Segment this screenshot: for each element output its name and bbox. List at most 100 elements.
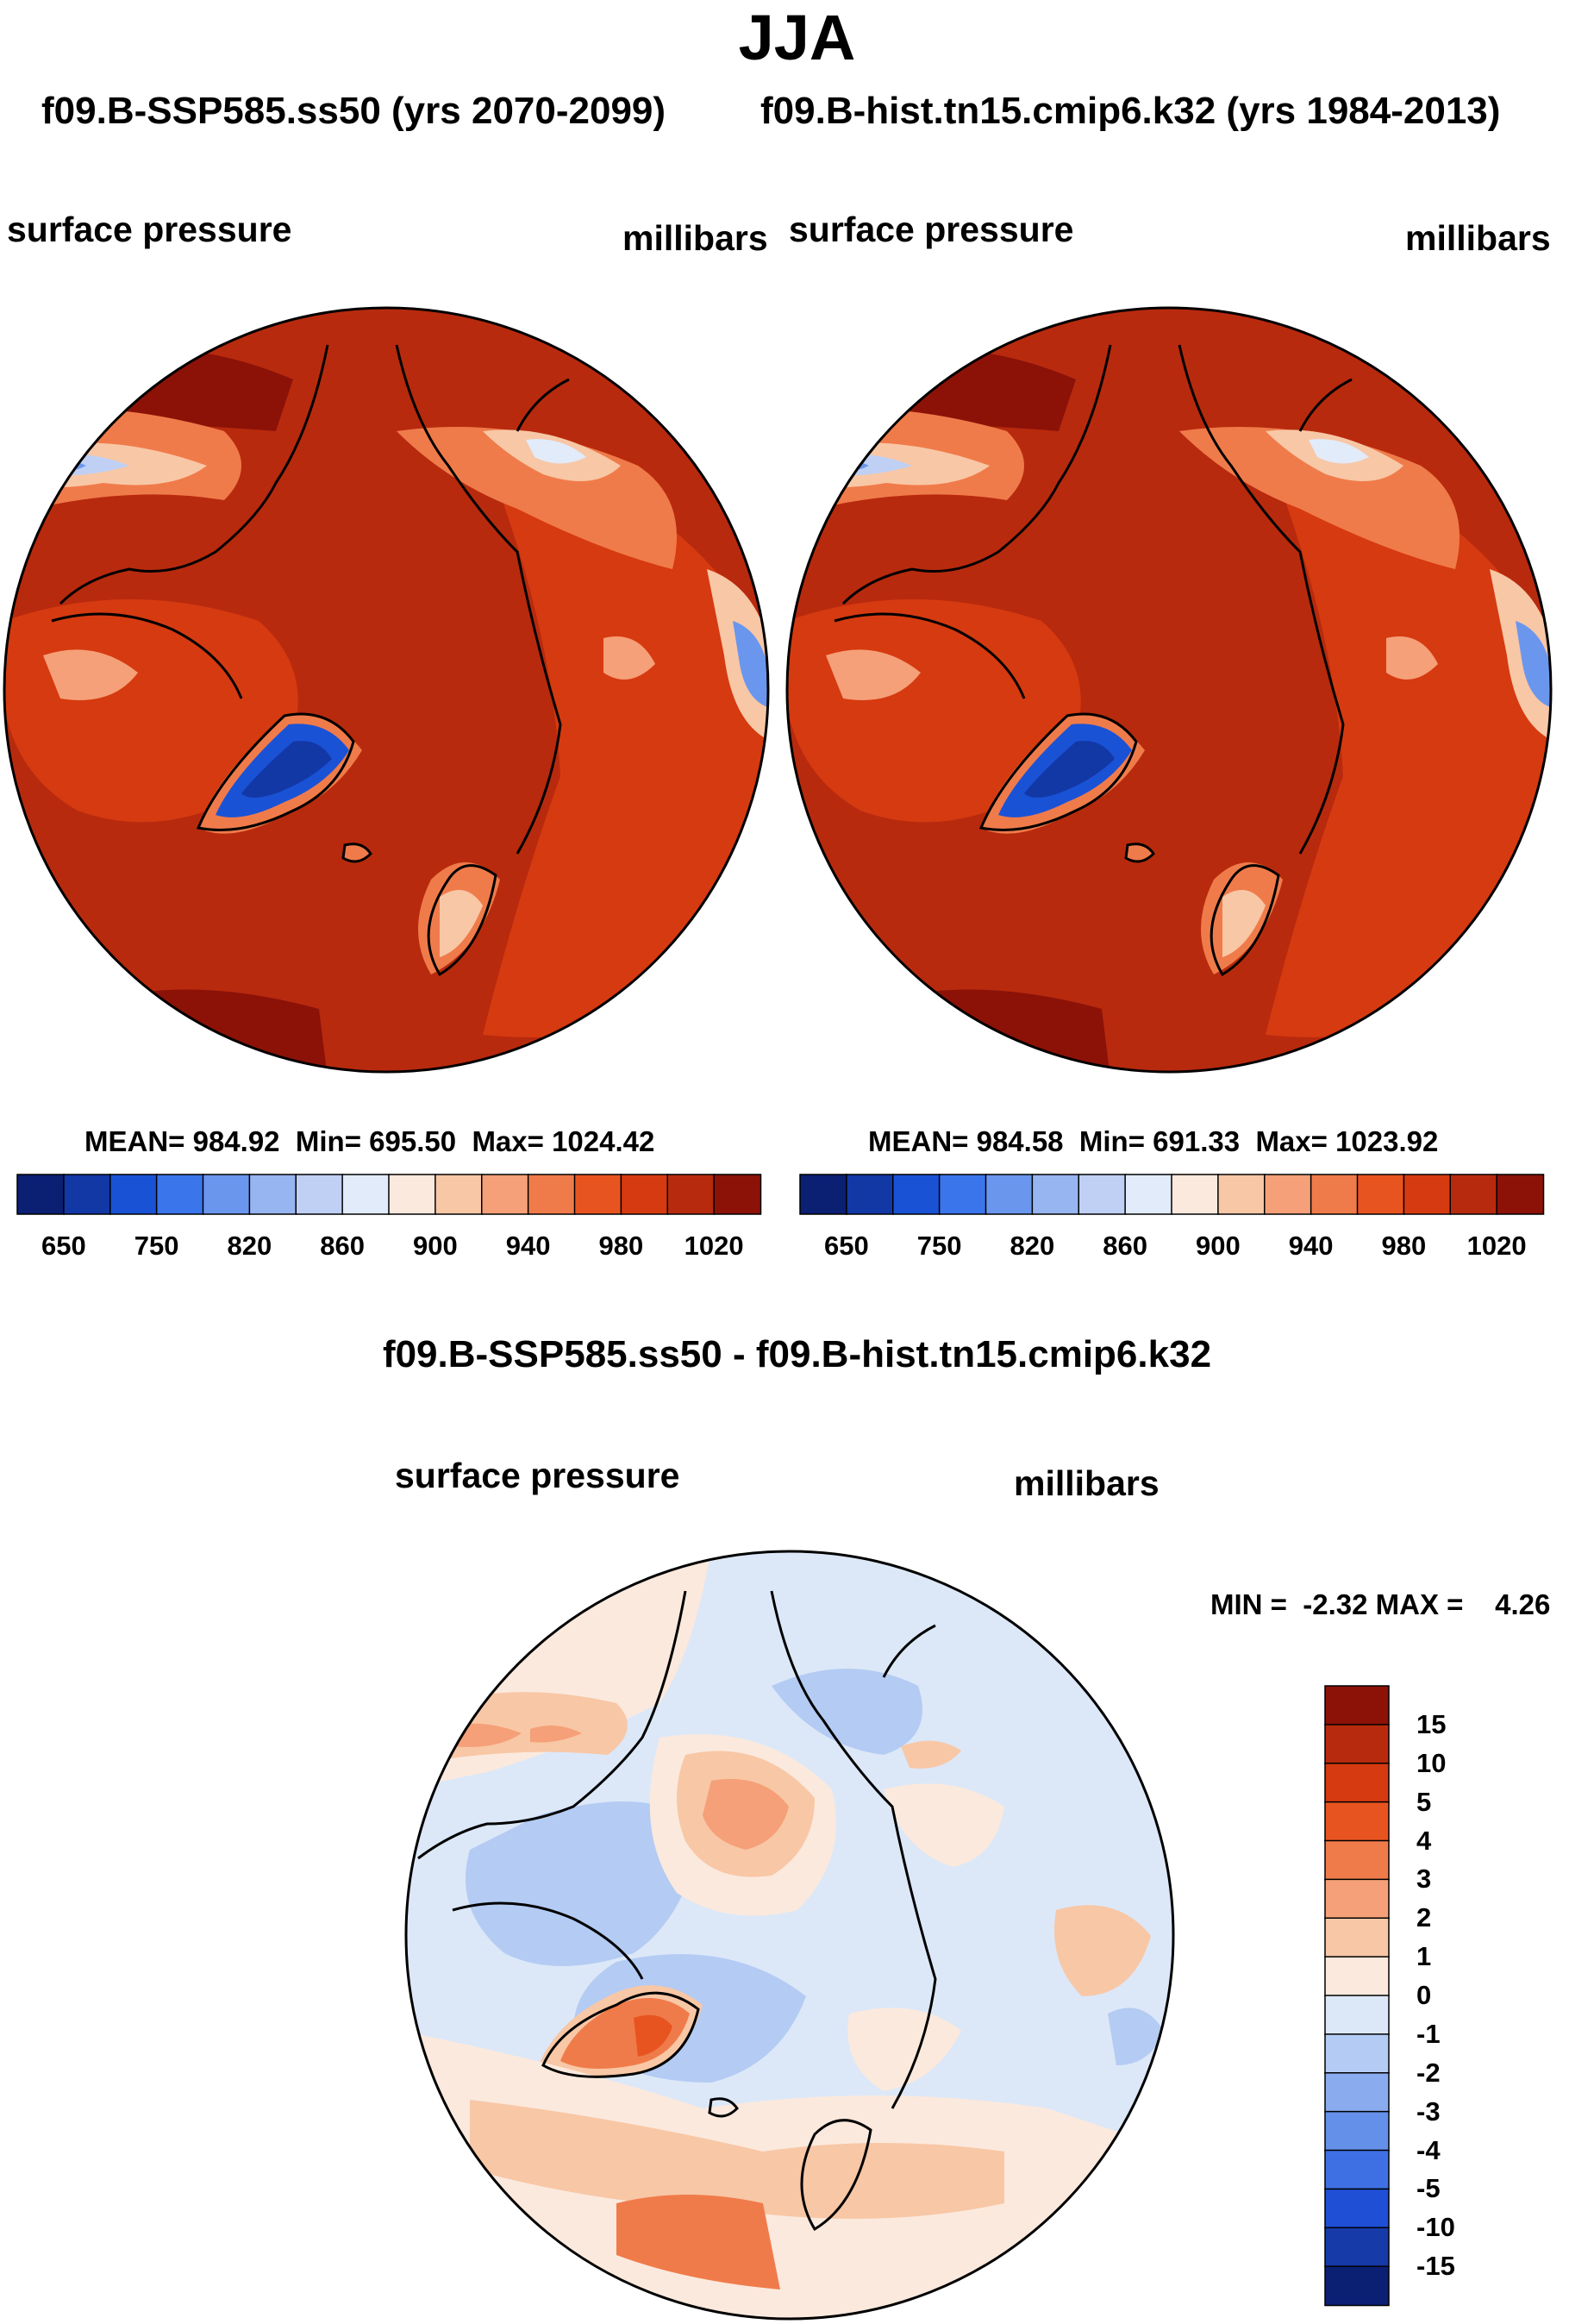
future-colorbar-tick-label: 980 [598, 1231, 644, 1261]
future-colorbar-box-12 [573, 1174, 622, 1215]
difference-colorbar-box-11 [1324, 2110, 1390, 2152]
future-colorbar-box-4 [202, 1174, 251, 1215]
future-colorbar-box-2 [109, 1174, 158, 1215]
historical-colorbar-tick-label: 750 [916, 1231, 962, 1261]
future-colorbar-box-13 [620, 1174, 669, 1215]
difference-colorbar-tick-label: -15 [1416, 2251, 1455, 2282]
difference-colorbar-box-2 [1324, 1763, 1390, 1803]
historical-colorbar-box-12 [1356, 1174, 1405, 1215]
future-colorbar [16, 1174, 762, 1215]
historical-colorbar-box-6 [1078, 1174, 1127, 1215]
future-surface-pressure-map [3, 306, 770, 1074]
historical-min: Min= 691.33 [1078, 1125, 1241, 1157]
difference-colorbar-box-4 [1324, 1839, 1390, 1881]
historical-mean: MEAN= 984.58 [868, 1125, 1064, 1157]
difference-colorbar-tick-label: 15 [1416, 1708, 1447, 1739]
future-stats: MEAN= 984.92 Min= 695.50 Max= 1024.42 [84, 1125, 654, 1158]
difference-colorbar-tick-label: -3 [1416, 2095, 1441, 2127]
difference-colorbar-tick-label: -2 [1416, 2057, 1441, 2088]
historical-colorbar-box-5 [1031, 1174, 1080, 1215]
historical-colorbar-box-4 [985, 1174, 1034, 1215]
future-colorbar-tick-label: 1020 [684, 1231, 744, 1261]
difference-variable-label: surface pressure [395, 1456, 680, 1495]
historical-colorbar-box-11 [1310, 1174, 1359, 1215]
historical-colorbar-tick-label: 980 [1381, 1231, 1427, 1261]
future-variable-label: surface pressure [7, 210, 292, 249]
historical-colorbar-tick-label: 860 [1103, 1231, 1147, 1261]
future-units-label: millibars [622, 218, 768, 258]
difference-surface-pressure-map [404, 1550, 1175, 2321]
difference-colorbar-tick-label: -5 [1416, 2173, 1441, 2204]
future-colorbar-box-3 [155, 1174, 204, 1215]
future-colorbar-box-10 [481, 1174, 529, 1215]
historical-surface-pressure-map [785, 306, 1553, 1074]
difference-colorbar-box-1 [1324, 1724, 1390, 1765]
difference-colorbar-tick-label: 10 [1416, 1747, 1447, 1778]
future-colorbar-box-0 [16, 1174, 66, 1215]
historical-case-header: f09.B-hist.tn15.cmip6.k32 (yrs 1984-2013… [760, 90, 1501, 132]
historical-colorbar-box-9 [1217, 1174, 1266, 1215]
future-colorbar-tick-label: 820 [227, 1231, 272, 1261]
difference-colorbar-tick-label: 1 [1416, 1941, 1432, 1972]
difference-colorbar-box-15 [1324, 2265, 1390, 2307]
difference-colorbar-tick-label: -4 [1416, 2134, 1441, 2165]
historical-colorbar-box-2 [892, 1174, 941, 1215]
future-case-header: f09.B-SSP585.ss50 (yrs 2070-2099) [41, 90, 666, 132]
historical-colorbar-box-8 [1171, 1174, 1220, 1215]
historical-stats: MEAN= 984.58 Min= 691.33 Max= 1023.92 [868, 1125, 1438, 1158]
future-colorbar-ticks: 650 750 820 860 900 940 980 1020 [17, 1231, 760, 1266]
difference-colorbar-tick-label: 0 [1416, 1980, 1432, 2010]
difference-colorbar-tick-label: -1 [1416, 2018, 1441, 2049]
historical-colorbar-tick-label: 820 [1010, 1231, 1055, 1261]
future-colorbar-box-11 [527, 1174, 576, 1215]
historical-colorbar-tick-label: 940 [1288, 1231, 1334, 1261]
difference-colorbar-box-6 [1324, 1917, 1390, 1958]
future-colorbar-tick-label: 750 [134, 1231, 179, 1261]
difference-colorbar-box-10 [1324, 2072, 1390, 2113]
historical-colorbar-box-1 [846, 1174, 895, 1215]
difference-colorbar-tick-label: 5 [1416, 1786, 1432, 1817]
historical-colorbar-box-13 [1403, 1174, 1452, 1215]
future-mean: MEAN= 984.92 [84, 1125, 280, 1157]
difference-colorbar-box-0 [1324, 1685, 1390, 1726]
difference-minmax: MIN = -2.32 MAX = 4.26 [1210, 1588, 1551, 1620]
difference-colorbar-box-13 [1324, 2188, 1390, 2229]
historical-max: Max= 1023.92 [1255, 1125, 1439, 1157]
historical-colorbar-box-0 [799, 1174, 848, 1215]
difference-colorbar-box-3 [1324, 1801, 1390, 1842]
difference-colorbar-box-9 [1324, 2033, 1390, 2075]
historical-colorbar-tick-label: 900 [1196, 1231, 1241, 1261]
difference-colorbar-box-7 [1324, 1956, 1390, 1997]
difference-colorbar-tick-label: 4 [1416, 1825, 1432, 1856]
future-max: Max= 1024.42 [472, 1125, 655, 1157]
historical-colorbar [799, 1174, 1545, 1215]
difference-units-label: millibars [1014, 1463, 1160, 1503]
difference-colorbar-tick-label: 2 [1416, 1902, 1432, 1933]
historical-colorbar-box-15 [1496, 1174, 1545, 1215]
future-min: Min= 695.50 [295, 1125, 457, 1157]
difference-colorbar-tick-label: 3 [1416, 1864, 1432, 1895]
historical-colorbar-box-10 [1264, 1174, 1312, 1215]
difference-colorbar [1324, 1685, 1390, 2307]
historical-colorbar-box-3 [938, 1174, 987, 1215]
difference-colorbar-box-14 [1324, 2227, 1390, 2268]
future-colorbar-tick-label: 940 [505, 1231, 551, 1261]
season-title: JJA [738, 2, 856, 73]
historical-colorbar-tick-label: 1020 [1466, 1231, 1527, 1261]
difference-colorbar-box-5 [1324, 1878, 1390, 1920]
difference-colorbar-ticks: 15 10 5 4 3 2 1 0 -1 -2 -3 -4 -5 -10 -15 [1416, 1686, 1537, 2305]
future-colorbar-box-8 [388, 1174, 437, 1215]
historical-colorbar-box-14 [1449, 1174, 1498, 1215]
future-colorbar-tick-label: 900 [413, 1231, 458, 1261]
difference-colorbar-tick-label: -10 [1416, 2212, 1455, 2243]
future-colorbar-box-15 [713, 1174, 762, 1215]
difference-title: f09.B-SSP585.ss50 - f09.B-hist.tn15.cmip… [382, 1333, 1212, 1375]
difference-colorbar-box-8 [1324, 1995, 1390, 2036]
future-colorbar-tick-label: 860 [320, 1231, 365, 1261]
historical-variable-label: surface pressure [789, 210, 1074, 249]
difference-colorbar-box-12 [1324, 2149, 1390, 2190]
historical-colorbar-ticks: 650 750 820 860 900 940 980 1020 [800, 1231, 1543, 1266]
historical-units-label: millibars [1405, 218, 1551, 258]
historical-colorbar-box-7 [1124, 1174, 1173, 1215]
future-colorbar-box-9 [434, 1174, 484, 1215]
